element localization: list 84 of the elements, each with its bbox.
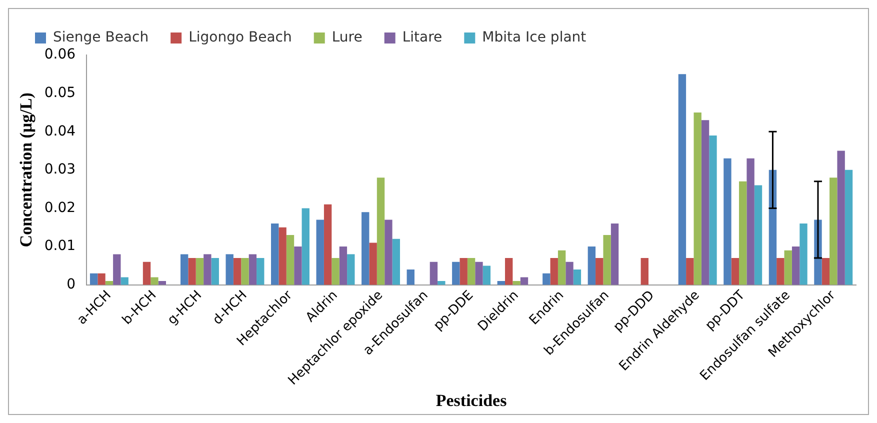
legend-label: Ligongo Beach [188,30,292,46]
y-tick-label: 0.06 [44,46,76,63]
bar [332,258,340,285]
bar [452,262,460,285]
bar [844,170,853,285]
bar [120,277,128,285]
bar [754,185,762,285]
bar [196,258,204,285]
y-tick-label: 0.02 [44,200,76,216]
bar [339,246,348,285]
y-tick-label: 0.04 [44,123,76,140]
bar [286,235,294,285]
bar [603,235,611,285]
bar [324,204,332,285]
bar [369,242,377,285]
bar [746,158,754,285]
legend-label: Mbita Ice plant [482,30,587,46]
bar [610,224,619,285]
bar [347,254,355,285]
legend-label: Sienge Beach [53,30,149,46]
y-tick-label: 0.03 [44,162,76,178]
bar [678,74,686,285]
bar [294,246,302,285]
bar [467,258,476,285]
bar [776,258,784,285]
bar [226,254,234,285]
bar [701,120,710,285]
y-axis-title: Concentration (µg/L) [16,92,36,248]
bar [573,270,582,285]
bar [302,208,310,285]
legend-label: Litare [402,30,442,46]
bar [550,258,558,285]
bar [520,277,528,285]
bar [475,262,483,285]
bar [438,281,446,285]
bar [90,273,98,285]
bar [640,258,648,285]
bar [406,270,414,285]
bar [180,254,188,285]
bar [830,178,838,285]
bar [376,178,385,285]
bar [588,246,596,285]
bar [694,112,702,285]
bar [542,273,550,285]
bar [392,238,400,285]
bar [709,135,717,285]
bar [784,250,792,285]
bar [113,254,121,285]
bar [384,220,392,285]
bar [316,220,324,285]
y-tick-label: 0.01 [44,238,76,254]
bar [271,224,279,285]
bar [241,258,249,285]
bar [505,258,513,285]
bar [150,277,158,285]
bar [837,150,845,285]
bar [596,258,604,285]
bar [792,246,800,285]
y-tick-label: 0.05 [44,84,76,101]
bar [482,266,491,285]
bar [233,258,242,285]
bar [460,258,468,285]
bar [566,262,574,285]
bar [142,262,151,285]
bar [362,212,370,285]
bar [188,258,196,285]
bar [822,258,830,285]
legend-label: Lure [332,30,362,46]
y-tick-label: 0 [66,276,76,292]
bar [204,254,212,285]
bar [512,281,520,285]
bar [686,258,694,285]
bar [98,273,106,285]
x-axis-title: Pesticides [436,391,508,410]
bar [739,181,747,285]
bar [248,254,257,285]
bar [724,158,732,285]
bar [558,250,566,285]
bar [256,258,264,285]
bar [278,227,286,285]
bar [430,262,438,285]
bar [731,258,739,285]
bar [211,258,219,285]
bar [800,224,808,285]
